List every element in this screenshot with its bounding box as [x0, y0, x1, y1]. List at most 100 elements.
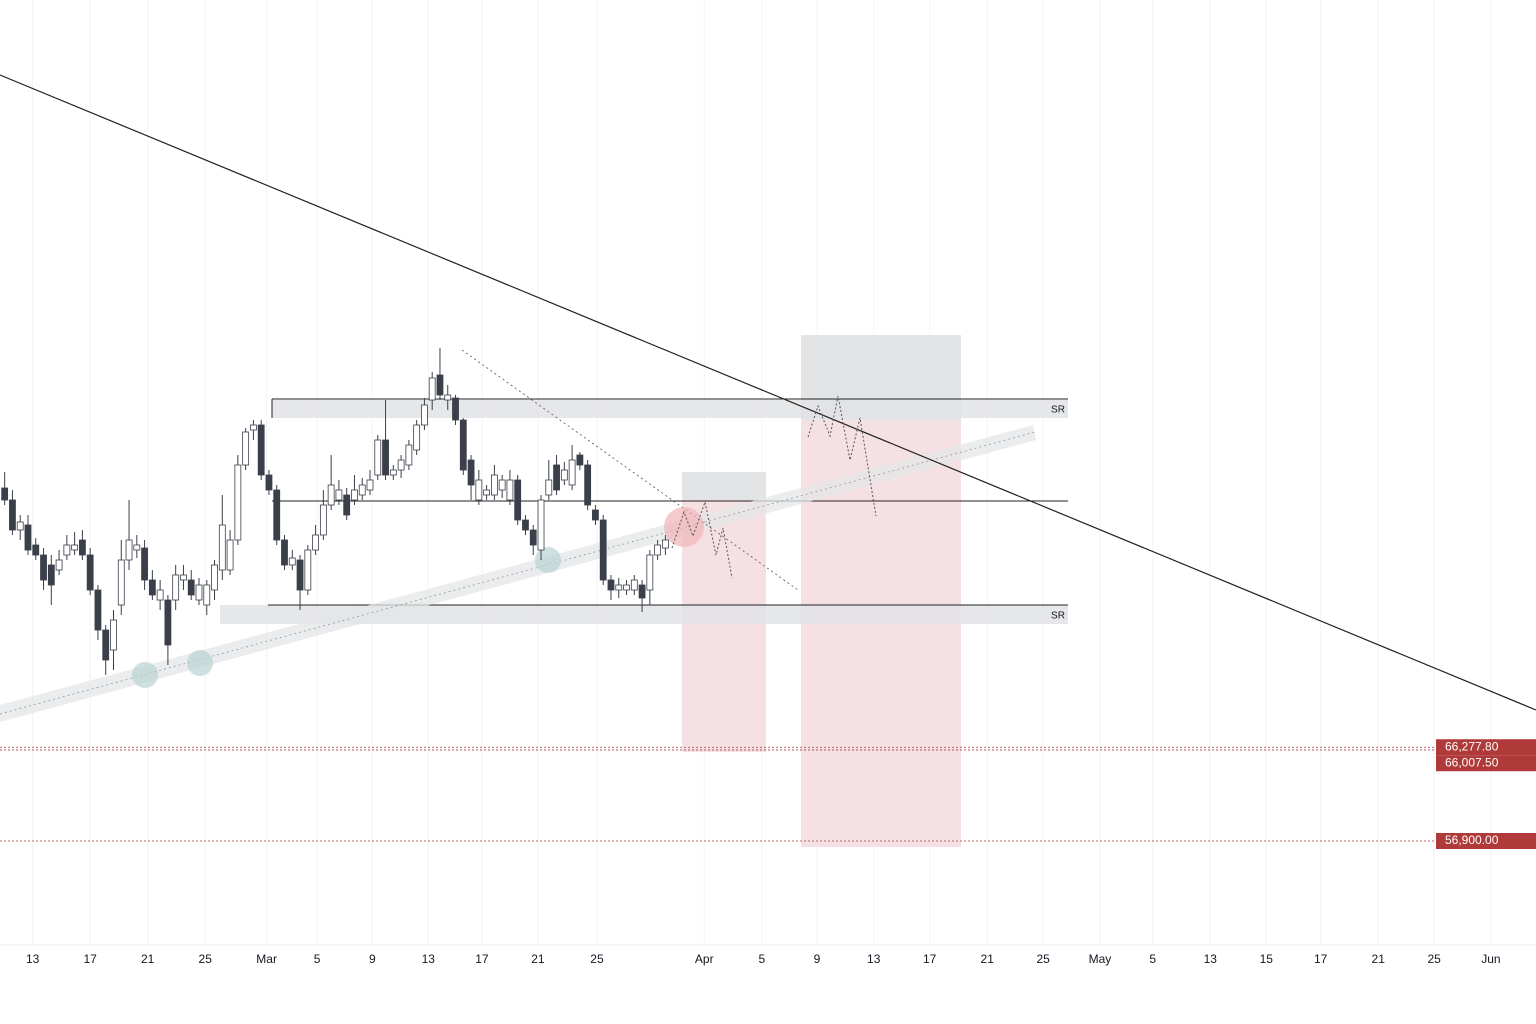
candle-body — [452, 397, 459, 421]
candle-body — [148, 579, 156, 596]
candle-body — [646, 554, 654, 591]
x-tick-label: 25 — [199, 952, 213, 966]
candle-body — [1, 487, 9, 501]
candle-body — [273, 489, 281, 541]
candle-body — [615, 584, 623, 591]
candle-body — [475, 479, 483, 501]
candle-body — [250, 424, 257, 431]
candle-body — [211, 564, 218, 591]
candle-body — [389, 469, 397, 476]
x-tick-label: 17 — [923, 952, 937, 966]
price-label-text: 56,900.00 — [1445, 833, 1499, 847]
candle-body — [117, 559, 125, 606]
x-tick-label: May — [1089, 952, 1112, 966]
candle-body — [483, 489, 491, 496]
candle-body — [296, 559, 304, 591]
x-tick-label: 21 — [141, 952, 155, 966]
candle-body — [592, 509, 599, 521]
drawings — [0, 74, 1536, 847]
trend-channel-mid — [0, 431, 1036, 715]
candle-body — [156, 589, 164, 601]
candle-body — [654, 544, 662, 556]
candle-body — [444, 394, 452, 401]
candle-body — [490, 474, 498, 496]
price-label-box — [1436, 755, 1536, 772]
candle-body — [71, 544, 79, 551]
candle-body — [413, 424, 421, 451]
x-tick-label: 5 — [314, 952, 321, 966]
price-label: 66,277.80 — [1436, 739, 1536, 756]
candle-body — [24, 524, 32, 551]
candle-body — [141, 547, 148, 581]
x-tick-label: 9 — [814, 952, 821, 966]
candle-body — [86, 554, 94, 591]
x-tick-label: 13 — [422, 952, 436, 966]
candle-body — [63, 544, 71, 556]
candle-body — [281, 539, 288, 566]
candle-body — [187, 579, 195, 596]
candle-body — [226, 539, 234, 571]
candle-body — [319, 504, 327, 536]
candle-body — [397, 459, 405, 471]
projection — [671, 500, 733, 579]
price-label: 56,900.00 — [1436, 833, 1536, 849]
x-tick-label: Mar — [256, 952, 277, 966]
candle-body — [133, 544, 141, 551]
price-label: 66,007.50 — [1436, 755, 1536, 772]
candle-body — [382, 439, 389, 476]
price-label-text: 66,007.50 — [1445, 755, 1499, 769]
x-tick-label: 15 — [1260, 952, 1274, 966]
candle-body — [203, 584, 211, 606]
candle-body — [436, 374, 444, 396]
x-tick-label: 9 — [369, 952, 376, 966]
candle-body — [16, 521, 24, 531]
candle-body — [195, 584, 203, 601]
candle-body — [560, 469, 568, 481]
candle-body — [421, 404, 428, 426]
candle-body — [514, 479, 522, 521]
x-tick-label: 21 — [531, 952, 545, 966]
candle-body — [172, 574, 180, 601]
price-label-box — [1436, 739, 1536, 756]
candle-body — [9, 499, 16, 531]
candle-body — [327, 484, 335, 506]
touch-marker — [535, 547, 561, 573]
candle-body — [265, 474, 273, 491]
candle-body — [568, 459, 576, 486]
candle-body — [428, 377, 436, 401]
touch-marker — [132, 662, 158, 688]
candle-body — [607, 579, 615, 591]
x-tick-label: 25 — [1036, 952, 1050, 966]
x-tick-label: 25 — [1427, 952, 1441, 966]
candle-body — [242, 431, 250, 466]
position-target — [682, 472, 766, 500]
trend-channel — [0, 425, 1036, 722]
candle-body — [218, 524, 226, 571]
x-tick-label: 13 — [26, 952, 40, 966]
candle-body — [529, 529, 537, 546]
price-label-text: 66,277.80 — [1445, 739, 1499, 753]
candle-body — [545, 479, 553, 496]
x-tick-label: 21 — [1372, 952, 1386, 966]
candle-body — [351, 489, 358, 501]
candle-body — [498, 479, 506, 491]
x-tick-label: Apr — [695, 952, 714, 966]
candle-body — [467, 459, 475, 486]
candle-body — [312, 534, 319, 551]
candle-body — [164, 599, 172, 646]
dotted-trend — [461, 349, 799, 591]
x-tick-label: 25 — [590, 952, 604, 966]
candle-body — [180, 574, 187, 581]
candle-body — [32, 544, 40, 556]
candle-body — [537, 499, 545, 551]
candle-body — [638, 584, 646, 599]
candle-body — [623, 584, 630, 591]
price-label-box — [1436, 833, 1536, 849]
touch-marker — [187, 650, 213, 676]
candle-body — [94, 589, 102, 631]
candle-body — [55, 559, 63, 571]
candle-body — [374, 439, 382, 476]
sr-label: SR — [1051, 405, 1065, 416]
candle-body — [661, 539, 669, 549]
